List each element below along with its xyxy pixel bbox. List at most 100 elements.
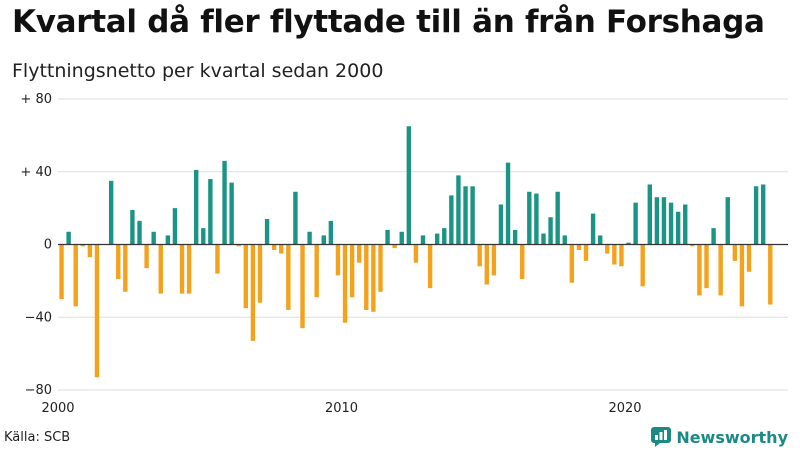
x-tick-label: 2020: [608, 401, 641, 416]
bar: [527, 191, 532, 245]
bar: [250, 244, 256, 341]
bar: [279, 244, 284, 254]
bar: [194, 169, 199, 245]
y-tick-label: + 80: [20, 92, 52, 107]
bar: [420, 235, 426, 245]
bar: [590, 213, 596, 245]
bar: [264, 219, 270, 245]
bar: [286, 244, 291, 310]
bar: [87, 244, 93, 258]
bar: [477, 244, 482, 267]
bar: [626, 242, 631, 245]
bar: [293, 191, 298, 245]
bar: [342, 244, 348, 323]
bar: [186, 244, 192, 294]
x-tick-label: 2000: [41, 401, 74, 416]
bar: [399, 231, 404, 245]
bar: [172, 208, 178, 245]
bar: [633, 202, 638, 245]
brand-name: Newsworthy: [676, 427, 788, 447]
bar: [215, 244, 220, 274]
bar: [512, 229, 518, 245]
bar: [534, 193, 539, 245]
bar: [761, 184, 766, 245]
bar: [739, 244, 745, 307]
bar: [498, 204, 504, 245]
bar: [449, 195, 454, 245]
bar: [434, 233, 440, 245]
bar: [59, 244, 64, 300]
bar: [371, 244, 376, 312]
y-tick-label: −40: [25, 310, 52, 325]
bar: [201, 228, 206, 245]
bar: [562, 235, 567, 245]
bar: [520, 244, 525, 280]
bar: [406, 126, 412, 245]
brand-logo[interactable]: Newsworthy: [651, 427, 788, 447]
y-tick-label: 0: [44, 238, 52, 253]
bar: [243, 244, 249, 309]
bar: [321, 235, 326, 245]
bar: [229, 182, 234, 245]
newsworthy-logo-icon: [651, 427, 672, 447]
bar: [746, 244, 752, 272]
bar: [144, 244, 149, 269]
bar: [307, 231, 312, 245]
bar: [654, 197, 660, 245]
bar: [300, 244, 305, 329]
bar: [718, 244, 723, 296]
x-tick-label: 2010: [325, 401, 358, 416]
bar: [456, 175, 461, 245]
bar: [137, 220, 142, 245]
bar: [548, 217, 553, 245]
bar: [753, 186, 759, 245]
bar: [612, 244, 617, 265]
bar: [725, 197, 730, 245]
bar: [413, 244, 419, 263]
bar: [179, 244, 185, 294]
bar: [463, 186, 468, 245]
bar: [690, 244, 695, 247]
bar: [732, 244, 738, 261]
bar: [73, 244, 78, 307]
bar: [711, 228, 716, 245]
bar: [619, 244, 624, 267]
bar: [668, 202, 674, 245]
source-note: Källa: SCB: [4, 430, 71, 445]
bar: [697, 244, 702, 296]
bar: [555, 191, 560, 245]
bar: [116, 244, 121, 280]
bar: [704, 244, 709, 289]
bar: [236, 244, 241, 247]
bar: [491, 244, 497, 276]
bar: [541, 233, 546, 245]
bar: [576, 244, 582, 250]
bar: [357, 244, 362, 263]
bar: [378, 244, 383, 292]
bar: [66, 231, 71, 245]
bar: [349, 244, 355, 298]
bar: [130, 209, 135, 245]
bar: [123, 244, 128, 292]
bar: [392, 244, 397, 249]
bar: [364, 244, 369, 310]
bar: [597, 235, 603, 245]
bar: [222, 160, 227, 245]
bar: [442, 228, 447, 245]
chart-title: Kvartal då fler flyttade till än från Fo…: [12, 4, 765, 40]
bar: [647, 184, 652, 245]
bar: [271, 244, 277, 250]
bar: [640, 244, 645, 287]
chart-subtitle: Flyttningsnetto per kvartal sedan 2000: [12, 60, 384, 82]
bar: [675, 211, 681, 245]
bar: [80, 244, 85, 247]
bar: [158, 244, 163, 294]
bar: [427, 244, 433, 289]
bar: [683, 204, 688, 245]
bar: [583, 244, 589, 261]
bar: [661, 197, 667, 245]
bar: [165, 235, 171, 245]
bar: [151, 231, 156, 245]
bar: [94, 244, 100, 378]
